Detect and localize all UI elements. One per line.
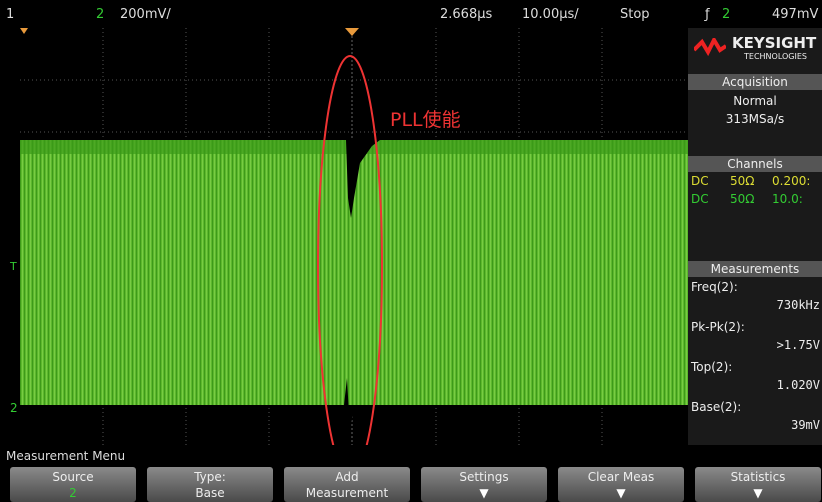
- measurement-value: 730kHz: [777, 298, 820, 312]
- ch-scale: 10.0:: [772, 192, 803, 206]
- softkey[interactable]: Type:Base: [147, 467, 273, 502]
- softkey-arrow: ▼: [558, 485, 684, 501]
- channel-1: 1: [6, 7, 14, 22]
- channel-marker: 2: [10, 401, 18, 415]
- menu-title: Measurement Menu: [6, 449, 125, 463]
- softkey-label: Add: [284, 469, 410, 485]
- softkey[interactable]: Clear Meas▼: [558, 467, 684, 502]
- softkey-value: Measurement: [284, 485, 410, 501]
- trigger-level: 497mV: [772, 7, 818, 22]
- ch-scale: 0.200:: [772, 174, 810, 188]
- acq-mode: Normal: [688, 94, 822, 108]
- ch-impedance: 50Ω: [730, 174, 754, 188]
- run-state: Stop: [620, 7, 650, 22]
- timebase: 10.00µs/: [522, 7, 579, 22]
- waveform-display: T 2 PLL使能: [0, 28, 688, 445]
- softkey-value: 2: [10, 485, 136, 501]
- measurement-label: Base(2):: [691, 400, 741, 414]
- delay: 2.668µs: [440, 7, 492, 22]
- measurement-value: 39mV: [791, 418, 820, 432]
- softkey-label: Source: [10, 469, 136, 485]
- ch-coupling: DC: [691, 192, 709, 206]
- measurement-label: Pk-Pk(2):: [691, 320, 745, 334]
- ch-impedance: 50Ω: [730, 192, 754, 206]
- softkey-label: Type:: [147, 469, 273, 485]
- softkey-label: Clear Meas: [558, 469, 684, 485]
- ch-coupling: DC: [691, 174, 709, 188]
- softkey-arrow: ▼: [421, 485, 547, 501]
- trigger-channel: 2: [722, 7, 730, 22]
- measurement-value: >1.75V: [777, 338, 820, 352]
- measurement-label: Freq(2):: [691, 280, 738, 294]
- softkey[interactable]: Statistics▼: [695, 467, 821, 502]
- brand-sub: TECHNOLOGIES: [744, 52, 807, 61]
- trigger-icon: ƒ: [705, 7, 710, 22]
- annotation: PLL使能: [390, 109, 461, 131]
- measurement-label: Top(2):: [691, 360, 732, 374]
- acq-rate: 313MSa/s: [688, 112, 822, 126]
- softkey-value: Base: [147, 485, 273, 501]
- acquisition-title: Acquisition: [688, 74, 822, 90]
- trigger-marker: T: [9, 260, 17, 273]
- oscilloscope-screen: 1 2 200mV/ 2.668µs 10.00µs/ Stop ƒ 2 497…: [0, 0, 822, 502]
- side-panel: KEYSIGHT TECHNOLOGIES Acquisition Normal…: [688, 28, 822, 445]
- scale: 200mV/: [120, 7, 171, 22]
- brand: KEYSIGHT: [732, 34, 816, 52]
- measurement-value: 1.020V: [777, 378, 820, 392]
- channels-title: Channels: [688, 156, 822, 172]
- softkey-label: Statistics: [695, 469, 821, 485]
- softkey-arrow: ▼: [695, 485, 821, 501]
- softkey[interactable]: Settings▼: [421, 467, 547, 502]
- channel-2: 2: [96, 7, 104, 22]
- brand-logo: [694, 38, 726, 58]
- measurements-title: Measurements: [688, 261, 822, 277]
- softkey-label: Settings: [421, 469, 547, 485]
